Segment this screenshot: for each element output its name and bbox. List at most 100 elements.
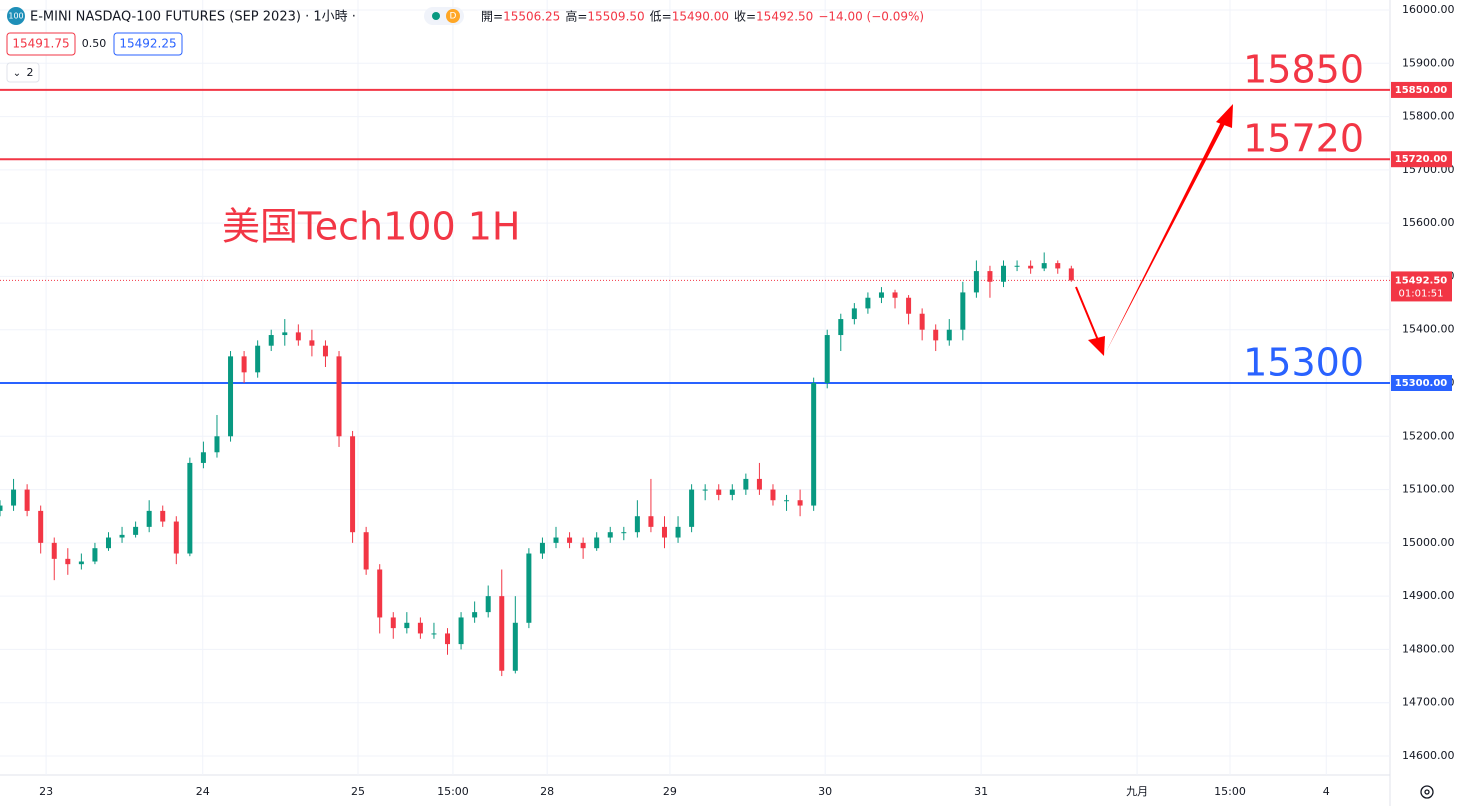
chevron: ⌄ [13,68,21,79]
candle-body [661,526,667,538]
ask-box[interactable] [113,32,183,56]
x-tick-label: 15:00 [437,785,469,798]
candle-body [268,335,274,346]
x-tick-label: 4 [1323,785,1330,798]
candle-body [472,612,478,618]
candle-body [784,500,790,502]
candle-body [322,345,328,357]
settings-icon-center [1424,789,1430,795]
annotation: 美国Tech100 1H [222,205,520,249]
candle-body [933,329,939,341]
y-tick-label: 15200.00 [1402,429,1455,442]
symbol-icon-text: 100 [8,12,23,21]
ohlc-change: −14.00 (−0.09%) [818,10,924,24]
candle-body [716,489,722,495]
y-tick-label: 14700.00 [1402,696,1455,709]
candle-body [377,569,383,618]
candle-body [987,271,993,282]
x-tick-label: 28 [540,785,554,798]
candle-body [119,534,125,538]
candle-body [336,356,342,437]
level-axis-label: 15300.00 [1395,378,1448,389]
y-tick-label: 15100.00 [1402,483,1455,496]
symbol-icon [7,7,25,25]
candle-body [363,532,369,570]
x-tick-label: 31 [974,785,988,798]
y-tick-label: 15800.00 [1402,110,1455,123]
candle-body [0,505,3,511]
arrow [1104,120,1226,356]
ohlc-label: 收= [734,10,756,24]
candle-body [919,313,925,330]
ohlc-value: 15492.50 [756,10,813,24]
candle-body [499,596,505,671]
level-axis-box [1391,81,1452,98]
candle-body [1001,265,1007,282]
y-tick-label: 15900.00 [1402,56,1455,69]
settings-icon[interactable] [1420,785,1434,799]
candle-body [906,297,912,314]
candle-body [526,553,532,623]
x-tick-label: 30 [818,785,832,798]
candle-body [160,510,166,522]
candle-body [1068,268,1074,281]
arrow [1075,286,1101,346]
candle-body [445,633,451,645]
x-tick-label: 24 [196,785,210,798]
level-axis-box [1391,151,1452,168]
indicator-toggle[interactable] [6,62,40,83]
candle-body [594,537,600,549]
candle-body [607,532,613,538]
candle-body [580,542,586,549]
candle-body [214,436,220,453]
candle-body [255,345,261,373]
candle-body [105,537,111,549]
candle-body [200,452,206,463]
candle-body [648,516,654,527]
y-tick-label: 14800.00 [1402,642,1455,655]
last-price-label: 15492.50 [1395,275,1448,286]
candle-body [512,622,518,671]
y-tick-label: 15400.00 [1402,323,1455,336]
y-tick-label: 14900.00 [1402,589,1455,602]
candle-body [675,526,681,538]
candle-body [621,532,627,534]
candle-body [309,340,315,346]
candle-body [865,297,871,309]
status-dot [432,12,440,20]
candle-body [1014,265,1020,267]
last-price-box [1391,271,1452,302]
y-tick-label: 15600.00 [1402,216,1455,229]
ask: 15492.25 [119,37,176,51]
candle-body [11,489,17,506]
x-tick-label: 25 [351,785,365,798]
level-label: 15720 [1243,117,1364,161]
candle-body [851,308,857,320]
arrow-head [1216,104,1233,128]
candle-body [65,558,71,565]
x-tick-label: 15:00 [1214,785,1246,798]
candle-body [133,526,139,535]
candle-body [282,332,288,336]
candle-body [567,537,573,543]
ohlc-value: 15506.25 [503,10,560,24]
bid: 15491.75 [12,37,69,51]
candle-body [485,596,491,613]
candle-body [689,489,695,527]
bid-box[interactable] [6,32,76,56]
candle-body [797,500,803,506]
candle-body [729,489,735,495]
candle-body [417,622,423,634]
level-label: 15850 [1243,47,1364,91]
y-tick-label: 15000.00 [1402,536,1455,549]
symbol-title[interactable]: E-MINI NASDAQ-100 FUTURES (SEP 2023) · 1… [30,10,356,25]
candle-body [228,356,234,437]
candle-body [553,537,559,543]
y-tick-label: 14600.00 [1402,749,1455,762]
candle-body [24,489,30,511]
candle-body [1028,265,1034,269]
level-axis-label: 15850.00 [1395,85,1448,96]
candle-body [756,478,762,490]
candle-body [878,292,884,298]
